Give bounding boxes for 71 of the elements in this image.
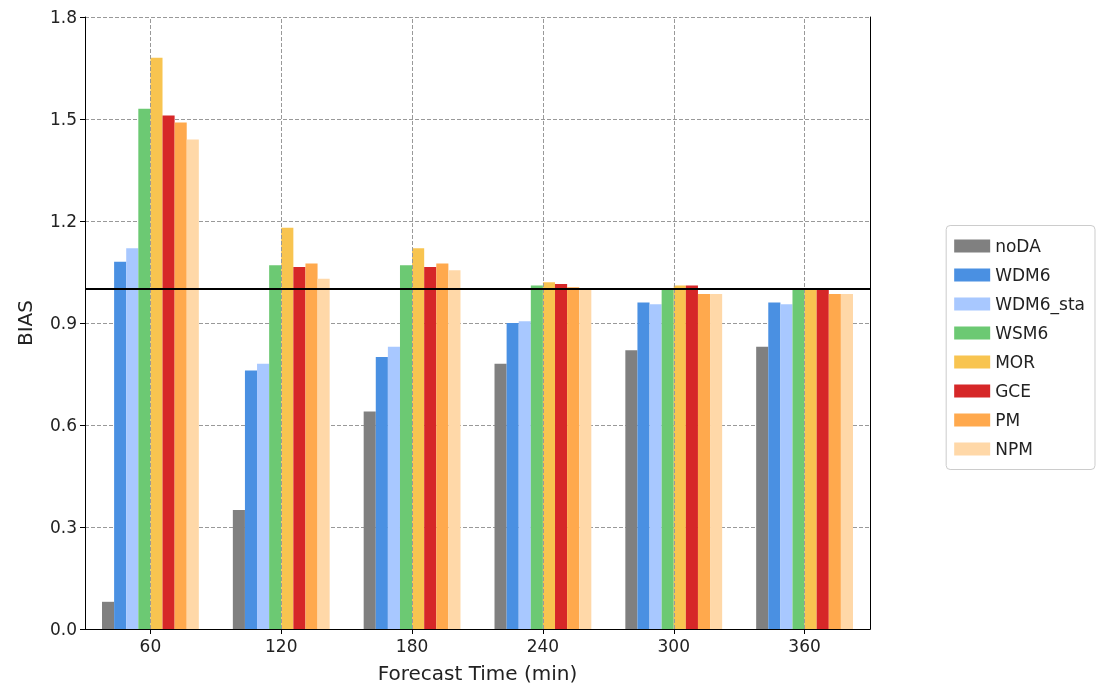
bar (567, 287, 580, 629)
bar (625, 350, 638, 629)
bar (162, 115, 175, 629)
bar (399, 265, 413, 629)
legend-label: WSM6 (995, 323, 1049, 343)
legend-label: MOR (995, 352, 1036, 372)
x-tick-label: 240 (526, 635, 560, 656)
y-axis-title: BIAS (13, 300, 37, 346)
bar (424, 266, 437, 629)
bar (436, 263, 449, 629)
bar (102, 601, 115, 629)
x-tick-label: 120 (265, 635, 298, 656)
y-tick-label: 1.2 (49, 211, 77, 231)
legend-label: WDM6 (995, 265, 1051, 285)
bar (530, 285, 543, 629)
bar (232, 510, 245, 629)
bar (685, 285, 698, 629)
bar (756, 346, 769, 629)
bar (305, 263, 318, 629)
bar (317, 278, 330, 629)
y-tick-label: 0.3 (49, 517, 77, 537)
legend-label: noDA (995, 236, 1042, 256)
bar (828, 294, 841, 629)
bar (792, 289, 805, 629)
y-tick-label: 0.9 (49, 313, 77, 333)
bar (697, 294, 711, 629)
bar (673, 285, 686, 629)
bar (174, 122, 187, 629)
bar (257, 363, 270, 629)
x-tick-label: 180 (395, 635, 429, 656)
bar (804, 289, 817, 629)
bar (448, 270, 461, 629)
bar (269, 265, 282, 629)
bar (840, 294, 853, 629)
bar (518, 321, 531, 629)
bar (768, 302, 781, 629)
bar (138, 108, 151, 629)
bar (780, 304, 793, 629)
bar (555, 283, 568, 629)
y-tick-label: 1.5 (49, 109, 77, 129)
bar (114, 261, 127, 629)
bar (710, 294, 723, 629)
bar (649, 304, 662, 629)
x-tick-label: 300 (657, 635, 690, 656)
x-axis-title: Forecast Time (min) (377, 661, 578, 685)
legend-label: PM (995, 410, 1021, 430)
bar (363, 411, 376, 629)
x-tick-label: 360 (788, 635, 821, 656)
bar (244, 370, 258, 629)
y-tick-label: 0.6 (49, 415, 77, 435)
legend-label: WDM6_sta (995, 294, 1086, 315)
bar (579, 289, 592, 629)
legend-label: NPM (995, 439, 1033, 459)
bar (506, 323, 519, 629)
bar (816, 289, 829, 629)
bar (375, 357, 388, 629)
bar (126, 248, 139, 629)
bar (293, 266, 306, 629)
y-tick-label: 1.8 (49, 7, 77, 27)
bar (412, 248, 425, 629)
bar (494, 363, 507, 629)
bar (387, 346, 400, 629)
bar (637, 302, 650, 629)
bar (661, 289, 674, 629)
bar (186, 139, 199, 629)
bar (281, 227, 294, 629)
x-tick-label: 60 (139, 635, 162, 656)
bar (542, 282, 556, 629)
y-tick-label: 0.0 (49, 619, 77, 639)
bar (150, 57, 163, 629)
legend-label: GCE (995, 381, 1031, 401)
